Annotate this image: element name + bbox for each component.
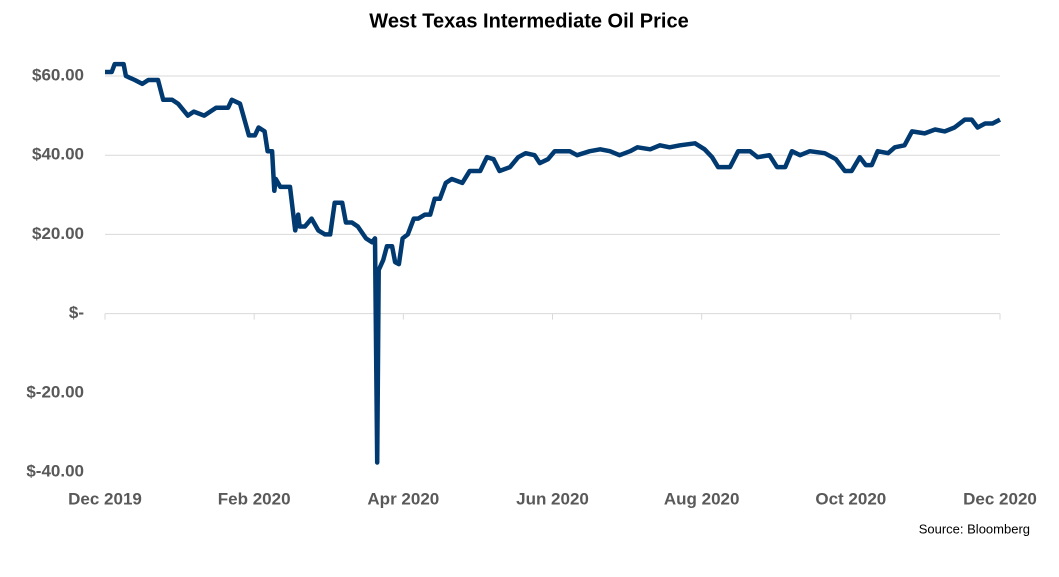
y-tick-label: $60.00 <box>32 65 84 84</box>
x-tick-label: Dec 2020 <box>963 489 1037 508</box>
x-tick-label: Aug 2020 <box>664 489 740 508</box>
x-tick-label: Dec 2019 <box>68 489 142 508</box>
y-tick-label: $-20.00 <box>26 382 84 401</box>
x-tick-label: Feb 2020 <box>218 489 291 508</box>
x-tick-label: Apr 2020 <box>367 489 439 508</box>
y-tick-label: $40.00 <box>32 145 84 164</box>
x-tick-label: Oct 2020 <box>815 489 886 508</box>
source: Source: Bloomberg <box>919 521 1030 536</box>
y-tick-label: $20.00 <box>32 224 84 243</box>
line <box>105 61 1002 465</box>
y-tick-label: $-40.00 <box>26 461 84 480</box>
x-tick-label: Jun 2020 <box>516 489 589 508</box>
y-tick-label: $- <box>69 303 84 322</box>
chart-title: West Texas Intermediate Oil Price <box>369 10 688 32</box>
